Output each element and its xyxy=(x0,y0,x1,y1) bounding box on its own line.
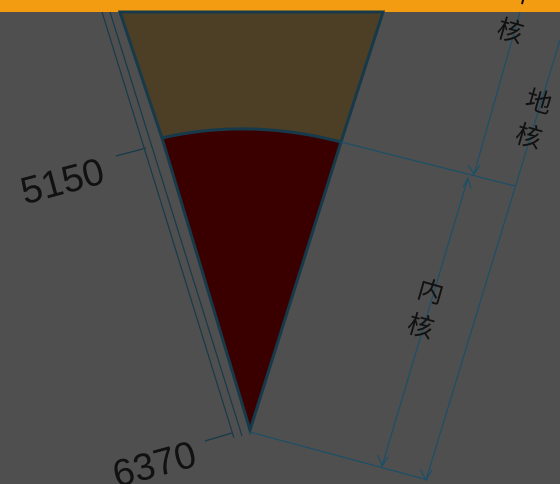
depth-label-6370: 6370 xyxy=(108,434,201,484)
outer-core-char-1: 外 xyxy=(505,0,538,10)
core-char-1: 地 xyxy=(522,84,555,120)
inner-core-label: 内 核 xyxy=(404,274,447,345)
core-char-2: 核 xyxy=(512,118,545,154)
top-band xyxy=(0,0,560,12)
dimension-lines xyxy=(249,11,560,482)
depth-label-5150: 5150 xyxy=(16,151,109,213)
outer-core-char-2: 核 xyxy=(494,13,527,49)
outer-core-region xyxy=(117,10,386,144)
core-label: 地 核 xyxy=(512,84,555,155)
inner-core-char-2: 核 xyxy=(404,308,437,344)
inner-core-region xyxy=(160,127,343,436)
inner-core-char-1: 内 xyxy=(414,274,447,310)
depth-axis xyxy=(101,11,243,442)
